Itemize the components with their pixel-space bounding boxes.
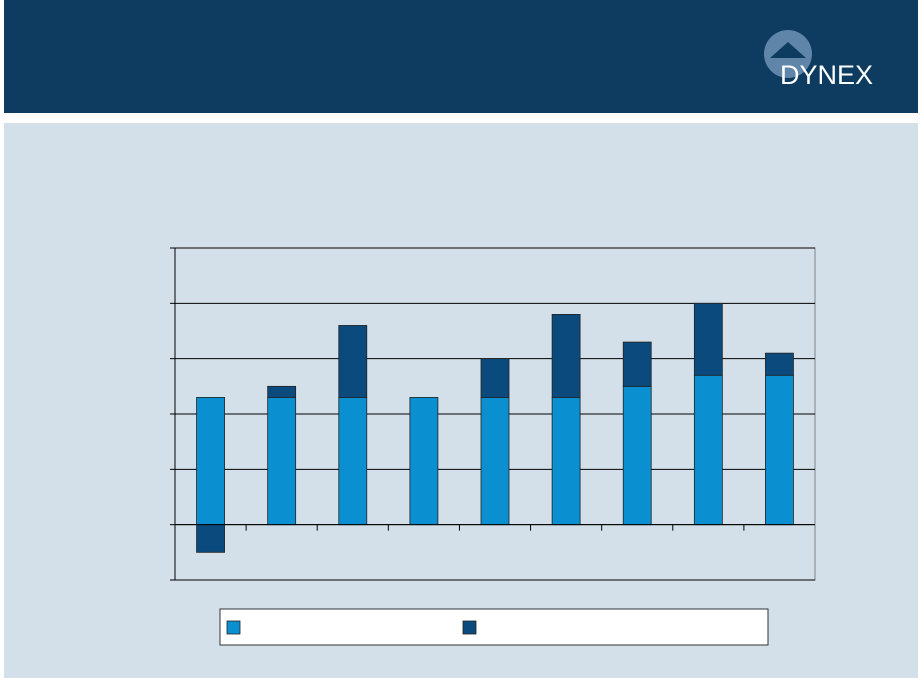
legend: [219, 608, 769, 646]
bar: [338, 396, 368, 526]
bar: [622, 341, 652, 387]
bar: [622, 385, 652, 526]
bar: [480, 358, 510, 398]
legend-swatch: [226, 620, 241, 635]
bar: [693, 302, 723, 376]
logo-text: DYNEX: [780, 60, 873, 90]
bar: [693, 374, 723, 526]
bar: [765, 352, 794, 376]
bar: [338, 325, 368, 398]
logo-roof: [770, 42, 806, 58]
bar: [551, 396, 581, 526]
bar: [765, 374, 794, 526]
bar: [409, 396, 439, 526]
bar: [551, 313, 581, 398]
bar: [267, 396, 297, 526]
bar: [196, 524, 225, 553]
chart: [170, 247, 815, 635]
legend-swatch: [462, 620, 477, 635]
logo: DYNEX: [764, 30, 873, 90]
bar: [480, 396, 510, 526]
bar: [196, 396, 225, 526]
bar: [267, 385, 297, 398]
